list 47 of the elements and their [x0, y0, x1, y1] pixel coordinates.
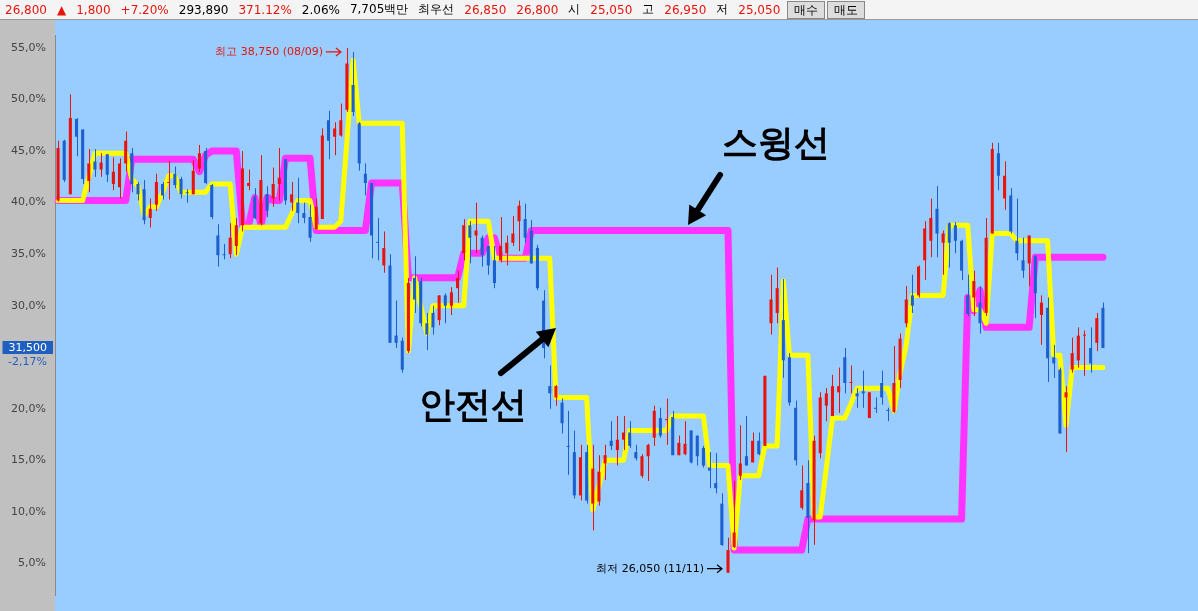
candlestick [431, 305, 435, 336]
y-tick-label: 40,0% [11, 195, 46, 209]
series-label: 안전선 [418, 382, 527, 427]
annotation: 최고 38,750 (08/09) [215, 44, 323, 58]
candlestick [179, 176, 183, 199]
text: 시 [567, 1, 582, 18]
candlestick [474, 202, 478, 254]
candlestick [978, 285, 982, 335]
y-tick-label: 35,0% [11, 247, 46, 261]
y-tick-label: 15,0% [11, 453, 46, 467]
text: 26,800 [515, 2, 560, 17]
candlestick [222, 243, 226, 260]
candlestick [726, 537, 730, 574]
text: ▲ [56, 2, 68, 17]
annotation: 최저 26,050 (11/11) [596, 561, 705, 575]
text: 293,890 [177, 2, 230, 17]
text: +7.20% [119, 2, 170, 17]
text: 31,500 [8, 340, 47, 354]
text: 1,800 [75, 2, 112, 17]
text: 26,950 [663, 2, 708, 17]
text: 371.12% [237, 2, 293, 17]
series-label: 스윙선 [721, 121, 830, 166]
y-tick-label: 50,0% [11, 92, 46, 106]
text: 26,850 [463, 2, 508, 17]
candlestick [388, 253, 392, 344]
text: 저 [715, 1, 730, 18]
y-tick-label: 20,0% [11, 401, 46, 415]
candlestick [683, 420, 687, 456]
candlestick [136, 181, 140, 202]
text: 2.06% [300, 2, 341, 17]
text: 7,705백만 [348, 1, 410, 18]
text: 26,800 [4, 2, 48, 17]
y-tick-label: 30,0% [11, 298, 46, 312]
text: 고 [641, 1, 656, 18]
text: 매수 [787, 0, 826, 19]
text: -2,17% [8, 354, 47, 368]
text: 최우선 [417, 1, 456, 18]
y-tick-label: 55,0% [11, 40, 46, 54]
candlestick [1021, 237, 1025, 279]
y-tick-label: 45,0% [11, 143, 46, 157]
candlestick [769, 274, 773, 336]
y-tick-label: 5,0% [18, 556, 46, 570]
text: 25,050 [589, 2, 634, 17]
text: 매도 [827, 0, 866, 19]
y-tick-label: 10,0% [11, 504, 46, 518]
text: 25,050 [737, 2, 782, 17]
candlestick [935, 185, 939, 258]
